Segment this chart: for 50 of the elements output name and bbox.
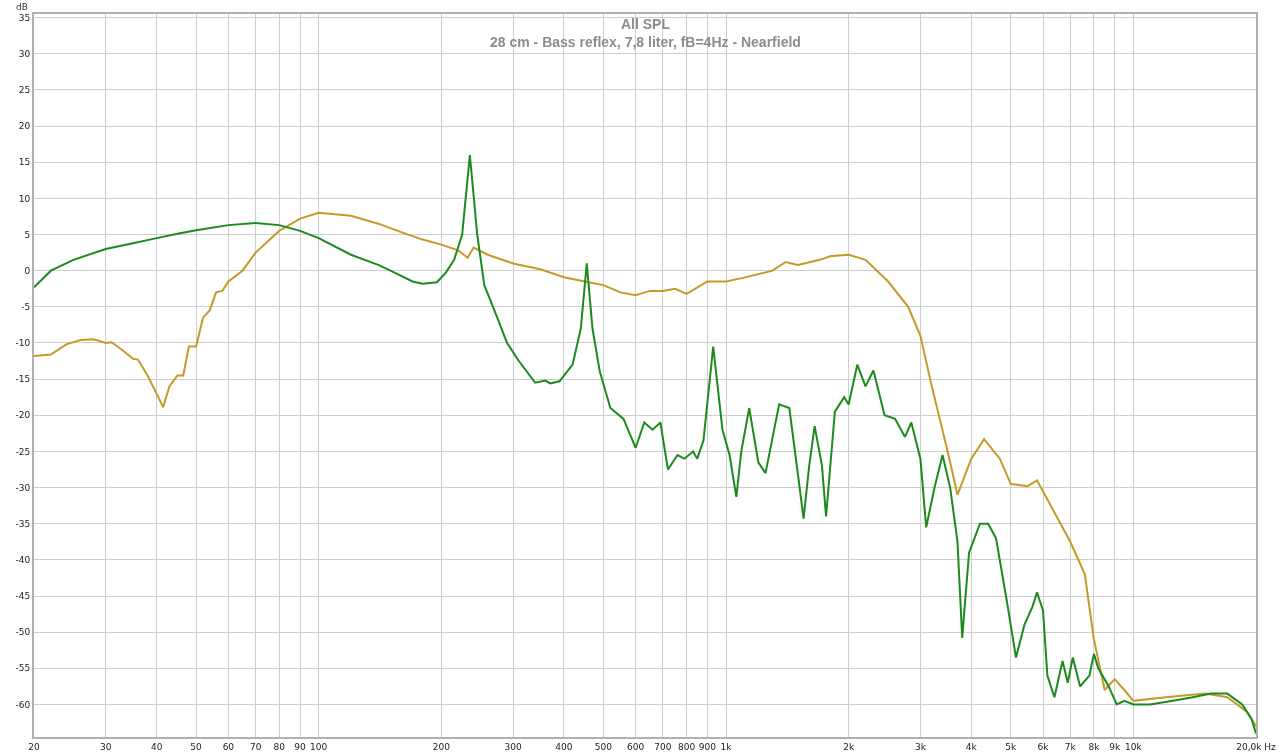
x-tick-label: 30 bbox=[100, 741, 112, 752]
y-tick-label: -55 bbox=[15, 663, 31, 674]
x-tick-label: 900 bbox=[698, 741, 717, 752]
x-tick-label: 7k bbox=[1064, 741, 1077, 752]
x-tick-label: 500 bbox=[594, 741, 613, 752]
x-tick-label: 6k bbox=[1037, 741, 1050, 752]
x-tick-label: 9k bbox=[1109, 741, 1121, 752]
x-tick-label: 1k bbox=[720, 741, 733, 752]
y-tick-label: 30 bbox=[18, 48, 31, 59]
x-tick-label: 300 bbox=[504, 741, 522, 752]
y-tick-label: 10 bbox=[18, 193, 31, 204]
x-tick-label: 400 bbox=[555, 741, 573, 752]
x-tick-label: 80 bbox=[273, 741, 286, 752]
y-tick-label: -5 bbox=[21, 301, 31, 312]
x-tick-label: 2k bbox=[843, 741, 855, 752]
y-tick-label: -45 bbox=[15, 591, 31, 602]
y-axis-title: dB bbox=[16, 2, 28, 12]
y-tick-label: 5 bbox=[24, 229, 31, 240]
x-tick-label: 70 bbox=[249, 741, 262, 752]
x-tick-label: 100 bbox=[310, 741, 328, 752]
y-tick-label: -50 bbox=[15, 627, 31, 638]
x-tick-label: 600 bbox=[627, 741, 645, 752]
x-tick-label: 5k bbox=[1005, 741, 1018, 752]
y-tick-label: 0 bbox=[24, 265, 31, 276]
x-tick-label: 8k bbox=[1088, 741, 1101, 752]
y-tick-label: -40 bbox=[15, 555, 31, 566]
x-tick-label: 20,0k Hz bbox=[1236, 741, 1277, 752]
y-tick-label: -25 bbox=[15, 446, 31, 457]
y-tick-label: 35 bbox=[18, 12, 31, 23]
y-tick-label: -30 bbox=[15, 482, 31, 493]
y-tick-label: -35 bbox=[15, 518, 31, 529]
y-tick-label: -20 bbox=[15, 410, 31, 421]
x-tick-label: 200 bbox=[432, 741, 451, 752]
y-tick-label: -60 bbox=[15, 699, 31, 710]
x-tick-label: 50 bbox=[190, 741, 203, 752]
text: 28 cm - Bass reflex, 7,8 liter, fB=4Hz - Nearfield bbox=[490, 34, 801, 51]
y-tick-label: 15 bbox=[18, 157, 31, 168]
x-tick-label: 800 bbox=[677, 741, 696, 752]
chart-title: All SPL bbox=[620, 16, 671, 32]
x-tick-label: 700 bbox=[654, 741, 672, 752]
x-tick-label: 10k bbox=[1125, 741, 1143, 752]
x-tick-label: 4k bbox=[965, 741, 978, 752]
x-tick-label: 60 bbox=[222, 741, 235, 752]
x-tick-label: 40 bbox=[150, 741, 163, 752]
x-tick-label: 90 bbox=[294, 741, 307, 752]
y-tick-label: 20 bbox=[18, 121, 31, 132]
y-tick-label: 25 bbox=[18, 85, 31, 96]
y-tick-label: -15 bbox=[15, 374, 31, 385]
y-tick-label: -10 bbox=[15, 338, 31, 349]
x-tick-label: 3k bbox=[914, 741, 927, 752]
